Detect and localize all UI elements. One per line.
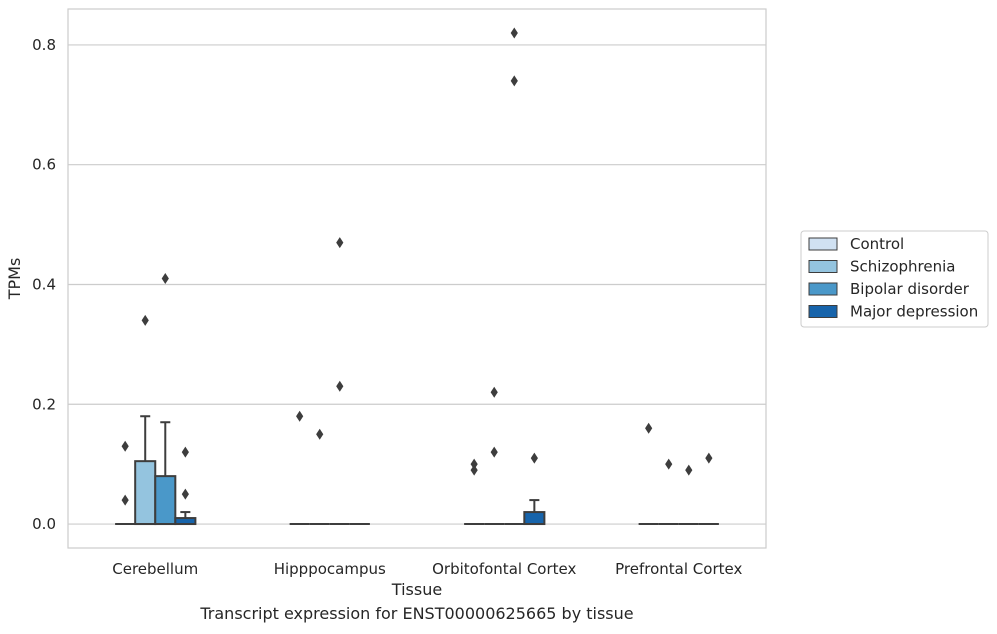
box-bipolar-disorder: [678, 464, 699, 526]
x-tick-label: Hipppocampus: [274, 560, 386, 578]
box-bipolar-disorder: [154, 273, 177, 526]
box-schizophrenia: [484, 386, 505, 526]
outlier-point: [705, 452, 713, 464]
outlier-point: [510, 27, 518, 39]
y-tick-label: 0.0: [32, 515, 56, 533]
y-axis-label: TPMs: [5, 258, 24, 301]
outlier-point: [645, 422, 653, 434]
box-bipolar-disorder: [504, 27, 525, 526]
outlier-point: [141, 314, 149, 326]
box-major-depression: [698, 452, 719, 526]
outlier-point: [316, 428, 324, 440]
box-schizophrenia: [134, 314, 157, 526]
outlier-point: [181, 446, 189, 458]
outlier-point: [121, 494, 129, 506]
outlier-point: [121, 440, 129, 452]
outlier-point: [685, 464, 693, 476]
outlier-point: [181, 488, 189, 500]
legend-swatch: [808, 237, 838, 251]
box-body: [134, 460, 157, 526]
y-tick-label: 0.8: [32, 36, 56, 54]
box-control: [464, 458, 485, 526]
x-axis-label: Tissue: [391, 580, 442, 599]
legend-swatch: [808, 305, 838, 318]
box-control: [638, 422, 659, 526]
outlier-point: [470, 458, 478, 470]
outlier-point: [296, 410, 304, 422]
outlier-point: [490, 386, 498, 398]
outlier-point: [490, 446, 498, 458]
outlier-point: [665, 458, 673, 470]
box-control: [115, 440, 136, 526]
outlier-point: [336, 237, 344, 249]
outlier-point: [161, 273, 169, 284]
y-axis-ticks: 0.0 0.2 0.4 0.6 0.8: [32, 36, 56, 533]
box-control: [289, 410, 310, 526]
outlier-point: [530, 452, 538, 464]
legend-frame: [800, 230, 989, 328]
box-major-depression: [174, 446, 197, 526]
legend-label: Bipolar disorder: [850, 280, 970, 298]
x-axis-ticks: Cerebellum Hipppocampus Orbitofontal Corte…: [112, 560, 742, 578]
y-tick-label: 0.6: [32, 156, 56, 174]
legend-label: Major depression: [850, 303, 978, 321]
grid-lines: [68, 44, 766, 525]
plot-area-frame: [67, 8, 767, 549]
figure-caption: Transcript expression for ENST0000062566…: [200, 604, 634, 623]
legend-label: Schizophrenia: [850, 258, 955, 276]
legend-label: Control: [850, 235, 904, 253]
legend: Control Schizophrenia Bipolar disorder Majo…: [800, 230, 989, 328]
outlier-point: [510, 75, 518, 87]
x-tick-label: Orbitofontal Cortex: [432, 560, 576, 578]
x-tick-label: Cerebellum: [112, 560, 198, 578]
box-body: [154, 475, 177, 526]
box-schizophrenia: [309, 428, 330, 526]
y-tick-label: 0.4: [32, 275, 56, 293]
y-tick-label: 0.2: [32, 395, 56, 413]
box-body: [523, 511, 546, 526]
box-plots: [115, 27, 719, 526]
legend-swatch: [808, 260, 838, 273]
x-tick-label: Prefrontal Cortex: [615, 560, 742, 578]
box-bipolar-disorder: [329, 237, 350, 526]
box-major-depression: [523, 452, 546, 526]
outlier-point: [336, 380, 344, 392]
legend-swatch: [808, 282, 838, 296]
box-schizophrenia: [658, 458, 679, 526]
outlier-point: [470, 464, 478, 476]
